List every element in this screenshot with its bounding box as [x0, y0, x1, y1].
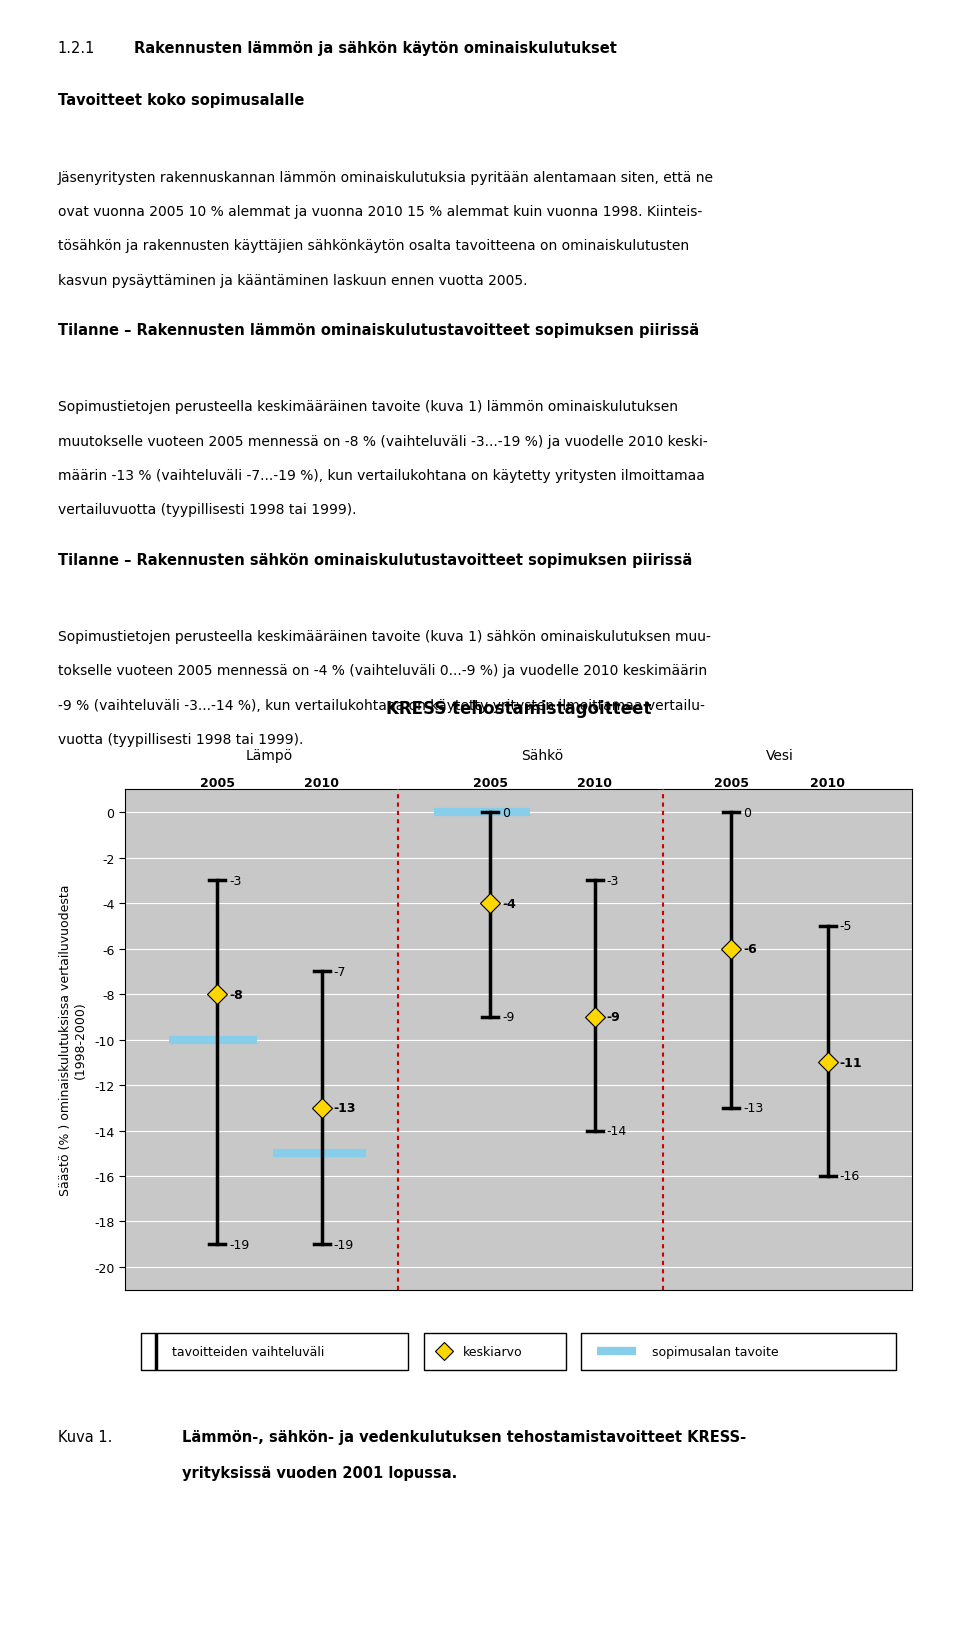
Text: -11: -11: [840, 1056, 862, 1069]
Text: -13: -13: [743, 1101, 763, 1115]
Text: kasvun pysäyttäminen ja kääntäminen laskuun ennen vuotta 2005.: kasvun pysäyttäminen ja kääntäminen lask…: [58, 274, 527, 288]
Text: Jäsenyritysten rakennuskannan lämmön ominaiskulutuksia pyritään alentamaan siten: Jäsenyritysten rakennuskannan lämmön omi…: [58, 170, 713, 185]
Text: 1.2.1: 1.2.1: [58, 41, 95, 56]
Text: Sähkö: Sähkö: [521, 749, 564, 764]
Text: vuotta (tyypillisesti 1998 tai 1999).: vuotta (tyypillisesti 1998 tai 1999).: [58, 733, 303, 747]
Text: tösähkön ja rakennusten käyttäjien sähkönkäytön osalta tavoitteena on ominaiskul: tösähkön ja rakennusten käyttäjien sähkö…: [58, 239, 688, 254]
Text: 2005: 2005: [472, 777, 508, 790]
Text: 2010: 2010: [304, 777, 339, 790]
Text: 0: 0: [502, 806, 511, 820]
Text: -13: -13: [334, 1101, 356, 1115]
Text: Lämmön-, sähkön- ja vedenkulutuksen tehostamistavoitteet KRESS-: Lämmön-, sähkön- ja vedenkulutuksen teho…: [182, 1429, 747, 1444]
Text: -3: -3: [607, 874, 619, 887]
Text: Vesi: Vesi: [765, 749, 793, 764]
Text: ovat vuonna 2005 10 % alemmat ja vuonna 2010 15 % alemmat kuin vuonna 1998. Kiin: ovat vuonna 2005 10 % alemmat ja vuonna …: [58, 205, 702, 220]
Text: Tavoitteet koko sopimusalalle: Tavoitteet koko sopimusalalle: [58, 93, 304, 108]
Text: vertailuvuotta (tyypillisesti 1998 tai 1999).: vertailuvuotta (tyypillisesti 1998 tai 1…: [58, 503, 356, 518]
Text: Lämpö: Lämpö: [246, 749, 293, 764]
Text: tavoitteiden vaihteluväli: tavoitteiden vaihteluväli: [172, 1346, 324, 1357]
Text: muutokselle vuoteen 2005 mennessä on -8 % (vaihteluväli -3...-19 %) ja vuodelle : muutokselle vuoteen 2005 mennessä on -8 …: [58, 434, 708, 449]
Text: yrityksissä vuoden 2001 lopussa.: yrityksissä vuoden 2001 lopussa.: [182, 1465, 458, 1480]
Bar: [582, 1333, 897, 1370]
Text: Rakennusten lämmön ja sähkön käytön ominaiskulutukset: Rakennusten lämmön ja sähkön käytön omin…: [134, 41, 617, 56]
Text: -19: -19: [334, 1237, 354, 1251]
Bar: [140, 1333, 408, 1370]
Text: Kuva 1.: Kuva 1.: [58, 1429, 112, 1444]
Text: sopimusalan tavoite: sopimusalan tavoite: [652, 1346, 779, 1357]
Text: KRESS tehostamistagoitteet: KRESS tehostamistagoitteet: [386, 700, 651, 718]
Text: 2005: 2005: [200, 777, 234, 790]
Text: Tilanne – Rakennusten sähkön ominaiskulutustavoitteet sopimuksen piirissä: Tilanne – Rakennusten sähkön ominaiskulu…: [58, 552, 692, 567]
Text: -6: -6: [743, 942, 757, 956]
Text: -5: -5: [840, 919, 852, 933]
Text: Tilanne – Rakennusten lämmön ominaiskulutustavoitteet sopimuksen piirissä: Tilanne – Rakennusten lämmön ominaiskulu…: [58, 323, 699, 338]
Y-axis label: Säästö (% ) ominaiskulutuksissa vertailuvuodesta
(1998-2000): Säästö (% ) ominaiskulutuksissa vertailu…: [60, 885, 87, 1195]
Text: Sopimustietojen perusteella keskimääräinen tavoite (kuva 1) sähkön ominaiskulutu: Sopimustietojen perusteella keskimääräin…: [58, 629, 710, 644]
Text: määrin -13 % (vaihteluväli -7...-19 %), kun vertailukohtana on käytetty yrityste: määrin -13 % (vaihteluväli -7...-19 %), …: [58, 469, 705, 484]
Text: Sopimustietojen perusteella keskimääräinen tavoite (kuva 1) lämmön ominaiskulutu: Sopimustietojen perusteella keskimääräin…: [58, 400, 678, 415]
Text: -3: -3: [229, 874, 242, 887]
Text: 2005: 2005: [714, 777, 749, 790]
Text: tokselle vuoteen 2005 mennessä on -4 % (vaihteluväli 0...-9 %) ja vuodelle 2010 : tokselle vuoteen 2005 mennessä on -4 % (…: [58, 664, 707, 679]
Text: -19: -19: [229, 1237, 250, 1251]
Text: -16: -16: [840, 1170, 860, 1183]
Text: 2010: 2010: [810, 777, 845, 790]
Text: -9: -9: [607, 1011, 620, 1024]
Text: 0: 0: [743, 806, 752, 820]
Text: -4: -4: [502, 897, 516, 910]
Text: -14: -14: [607, 1124, 627, 1137]
Text: -9: -9: [502, 1011, 515, 1024]
Text: keskiarvo: keskiarvo: [464, 1346, 523, 1357]
Text: -9 % (vaihteluväli -3...-14 %), kun vertailukohtana on käytetty yritysten ilmoit: -9 % (vaihteluväli -3...-14 %), kun vert…: [58, 698, 705, 713]
Bar: [424, 1333, 565, 1370]
Text: -7: -7: [334, 965, 347, 978]
Text: 2010: 2010: [577, 777, 612, 790]
Text: -8: -8: [229, 988, 243, 1001]
